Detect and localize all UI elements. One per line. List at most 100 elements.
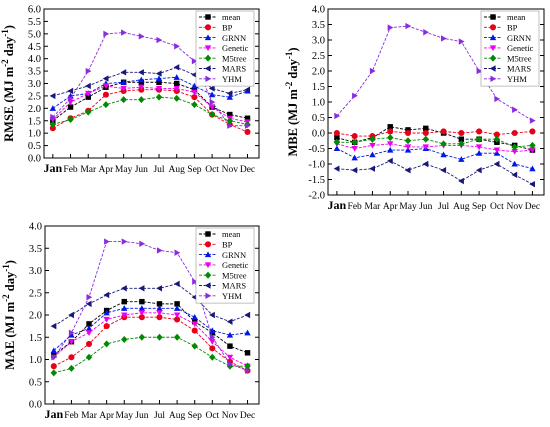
legend-label: Genetic bbox=[507, 43, 534, 53]
data-point bbox=[138, 305, 146, 311]
data-point bbox=[67, 87, 74, 95]
data-point bbox=[86, 294, 93, 301]
axis-title-part: ) bbox=[3, 260, 17, 264]
series-line bbox=[336, 137, 533, 148]
legend-label: BP bbox=[222, 23, 233, 33]
data-point bbox=[404, 129, 412, 137]
data-point bbox=[440, 140, 447, 148]
legend-label: GRNN bbox=[222, 33, 246, 43]
y-tick-label: 0.5 bbox=[312, 113, 325, 124]
data-point bbox=[494, 95, 501, 103]
data-point bbox=[422, 144, 429, 151]
series-line bbox=[52, 32, 248, 127]
data-point bbox=[138, 285, 145, 292]
data-point bbox=[191, 71, 197, 79]
data-point bbox=[103, 30, 110, 38]
data-point bbox=[138, 314, 145, 321]
y-tick-label: 1.5 bbox=[29, 333, 42, 344]
series-line bbox=[52, 81, 248, 122]
data-point bbox=[85, 330, 93, 336]
legend-marker bbox=[204, 54, 212, 62]
y-tick-label: -0.5 bbox=[308, 144, 325, 155]
x-tick-label: Jul bbox=[438, 202, 449, 212]
legend-marker bbox=[205, 231, 211, 237]
data-point bbox=[476, 67, 483, 75]
data-point bbox=[209, 339, 216, 345]
axis-title-part: day bbox=[2, 36, 16, 59]
data-point bbox=[244, 367, 251, 374]
data-point bbox=[103, 291, 110, 299]
y-axis-title: RMSE (MJ m-2 day-1) bbox=[0, 25, 16, 142]
axis-title-part: ) bbox=[2, 25, 16, 29]
y-tick-label: 1.0 bbox=[28, 129, 41, 140]
series-line bbox=[53, 312, 248, 367]
data-point bbox=[155, 70, 162, 77]
data-point bbox=[85, 90, 92, 97]
series-line bbox=[336, 160, 533, 185]
x-tick-label: Jan bbox=[44, 407, 63, 421]
data-point bbox=[351, 145, 358, 152]
data-point bbox=[49, 105, 57, 111]
series-genetic bbox=[50, 310, 251, 370]
data-point bbox=[102, 75, 109, 82]
data-point bbox=[369, 135, 376, 143]
series-m5tree bbox=[333, 134, 536, 151]
legend-label: BP bbox=[507, 23, 518, 33]
legend-label: M5tree bbox=[222, 53, 247, 63]
data-point bbox=[333, 145, 341, 152]
data-point bbox=[405, 127, 411, 133]
x-tick-label: Mar bbox=[365, 202, 382, 212]
legend-marker bbox=[489, 54, 497, 62]
data-point bbox=[351, 138, 358, 146]
y-tick-label: 1.5 bbox=[312, 82, 325, 93]
series-line bbox=[336, 130, 533, 137]
series-line bbox=[52, 76, 248, 109]
legend-marker bbox=[204, 251, 212, 258]
legend-label: mean bbox=[507, 12, 526, 22]
data-point bbox=[121, 29, 127, 36]
data-point bbox=[68, 311, 74, 319]
data-point bbox=[85, 108, 92, 116]
data-point bbox=[191, 89, 198, 96]
legend-label: M5tree bbox=[222, 270, 247, 280]
legend-marker bbox=[205, 292, 212, 299]
legend-marker bbox=[204, 24, 212, 31]
data-point bbox=[352, 92, 358, 99]
legend-label: MARS bbox=[222, 64, 246, 74]
data-point bbox=[156, 310, 163, 316]
x-tick-label: Feb bbox=[63, 165, 78, 175]
data-point bbox=[173, 333, 181, 341]
data-point bbox=[404, 137, 412, 145]
series-line bbox=[53, 336, 248, 374]
data-point bbox=[103, 316, 110, 323]
data-point bbox=[191, 327, 198, 334]
data-point bbox=[191, 321, 198, 328]
y-tick-label: 4.0 bbox=[29, 222, 42, 233]
data-point bbox=[369, 165, 376, 172]
series-yhm bbox=[334, 22, 536, 124]
y-tick-label: 0.0 bbox=[29, 400, 42, 411]
data-point bbox=[511, 143, 518, 151]
y-tick-label: 2.0 bbox=[28, 104, 41, 115]
data-point bbox=[244, 329, 251, 336]
data-point bbox=[351, 167, 358, 174]
data-point bbox=[121, 335, 128, 343]
data-point bbox=[139, 298, 145, 305]
axis-unit-exponent: -1 bbox=[284, 51, 294, 59]
data-point bbox=[244, 128, 251, 135]
data-point bbox=[405, 22, 412, 30]
x-tick-label: May bbox=[116, 411, 134, 421]
data-point bbox=[103, 309, 110, 316]
data-point bbox=[120, 79, 127, 85]
data-point bbox=[226, 90, 233, 97]
data-point bbox=[227, 122, 234, 129]
data-point bbox=[173, 94, 180, 102]
data-point bbox=[85, 340, 93, 347]
series-line bbox=[53, 307, 248, 351]
data-point bbox=[369, 67, 376, 75]
x-tick-label: Sep bbox=[472, 202, 487, 212]
data-point bbox=[244, 122, 251, 129]
